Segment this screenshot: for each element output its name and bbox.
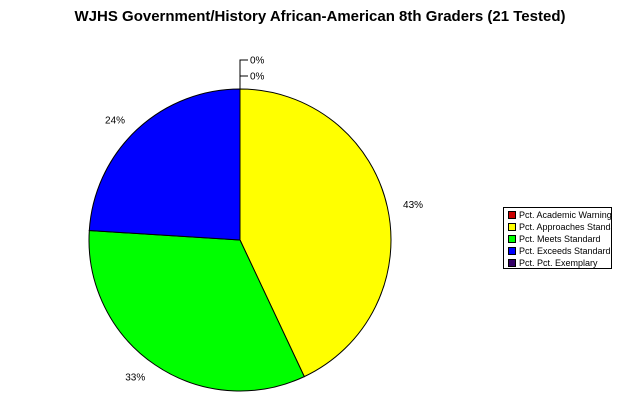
slice-labels: 0% 43% 33% 24% 0% (105, 56, 423, 384)
legend-swatch (508, 211, 516, 219)
legend-swatch (508, 235, 516, 243)
legend-item-pct-meets-standard: Pct. Meets Standard (508, 233, 611, 245)
pie-slice-pct-approaches-standard (239, 88, 392, 378)
leader-line-pct-academic-warning (239, 59, 248, 89)
legend-item-pct-pct-exemplary: Pct. Pct. Exemplary (508, 257, 611, 268)
legend-item-pct-exceeds-standard: Pct. Exceeds Standard (508, 245, 611, 257)
legend-label: Pct. Meets Standard (519, 234, 601, 244)
leader-line-pct-pct-exemplary (239, 75, 248, 89)
legend-item-pct-approaches-standard: Pct. Approaches Standard (508, 221, 611, 233)
pie-slice-pct-meets-standard (88, 229, 305, 392)
slice-label-pct-academic-warning: 0% (250, 56, 265, 67)
legend: Pct. Academic Warning Pct. Approaches Sta… (503, 207, 612, 269)
legend-swatch (508, 259, 516, 267)
slice-label-pct-exceeds-standard: 24% (105, 116, 125, 127)
pie-slice-pct-exceeds-standard (88, 88, 241, 241)
slice-label-pct-pct-exemplary: 0% (250, 72, 265, 83)
legend-label: Pct. Pct. Exemplary (519, 258, 598, 268)
slice-label-pct-approaches-standard: 43% (403, 200, 423, 211)
legend-swatch (508, 247, 516, 255)
chart-title: WJHS Government/History African-American… (74, 8, 566, 25)
label-leaders (239, 59, 248, 89)
legend-item-pct-academic-warning: Pct. Academic Warning (508, 209, 611, 221)
legend-swatch (508, 223, 516, 231)
legend-label: Pct. Exceeds Standard (519, 246, 611, 256)
legend-label: Pct. Approaches Standard (519, 222, 611, 232)
pie-slices (88, 88, 392, 392)
slice-label-pct-meets-standard: 33% (125, 372, 145, 383)
legend-label: Pct. Academic Warning (519, 210, 612, 220)
